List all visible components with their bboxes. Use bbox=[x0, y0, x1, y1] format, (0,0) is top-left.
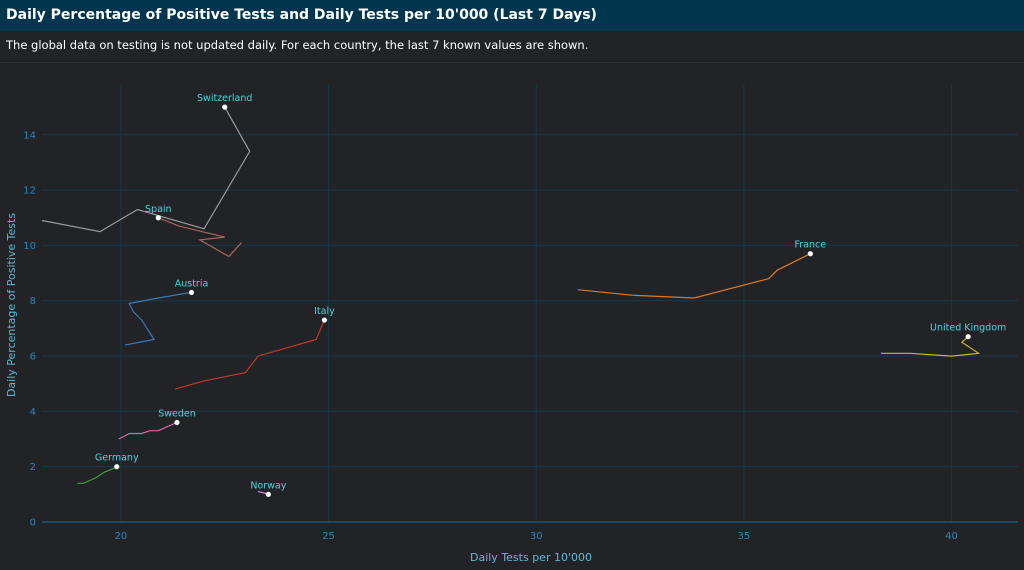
x-axis-ticks: 20 25 30 35 40 bbox=[115, 531, 958, 542]
series-labels: Switzerland Spain Austria Italy Sweden German… bbox=[95, 93, 1006, 491]
series-label: Italy bbox=[314, 306, 335, 317]
y-tick-label: 8 bbox=[30, 296, 36, 307]
chart-grid bbox=[42, 85, 1018, 523]
series-label: Norway bbox=[250, 480, 286, 491]
series-endpoint-marker[interactable] bbox=[807, 251, 813, 257]
x-tick-label: 20 bbox=[115, 531, 128, 542]
series-line-united-kingdom[interactable] bbox=[880, 336, 981, 357]
series-line-austria[interactable] bbox=[124, 291, 192, 346]
series-label: United Kingdom bbox=[930, 323, 1006, 334]
x-tick-label: 35 bbox=[738, 531, 751, 542]
series-markers bbox=[114, 104, 971, 497]
series-line-switzerland[interactable] bbox=[41, 106, 251, 233]
y-axis-ticks: 0 2 4 6 8 10 12 14 bbox=[23, 130, 36, 528]
series-endpoint-marker[interactable] bbox=[222, 104, 228, 110]
series-line-sweden[interactable] bbox=[118, 421, 178, 440]
header-divider bbox=[0, 62, 1024, 63]
series-endpoint-marker[interactable] bbox=[174, 419, 180, 426]
series-line-italy[interactable] bbox=[174, 319, 325, 390]
x-tick-label: 40 bbox=[945, 531, 958, 542]
y-tick-label: 12 bbox=[23, 186, 36, 197]
series-label: Austria bbox=[175, 278, 209, 289]
series-label: Sweden bbox=[158, 408, 196, 419]
x-axis-title: Daily Tests per 10'000 bbox=[470, 551, 592, 564]
series-label: Spain bbox=[145, 204, 172, 215]
page-title: Daily Percentage of Positive Tests and D… bbox=[6, 7, 597, 23]
page-header: Daily Percentage of Positive Tests and D… bbox=[0, 0, 1024, 31]
y-tick-label: 14 bbox=[23, 130, 36, 141]
series-endpoint-marker[interactable] bbox=[965, 334, 971, 340]
series-lines bbox=[41, 106, 981, 495]
series-label: Germany bbox=[95, 453, 139, 464]
x-tick-label: 30 bbox=[530, 531, 543, 542]
series-line-spain[interactable] bbox=[158, 217, 242, 258]
series-line-france[interactable] bbox=[577, 253, 811, 299]
series-label: Switzerland bbox=[197, 93, 252, 104]
y-tick-label: 0 bbox=[30, 518, 36, 529]
y-tick-label: 6 bbox=[30, 352, 36, 363]
series-endpoint-marker[interactable] bbox=[155, 215, 161, 221]
chart-description: The global data on testing is not update… bbox=[6, 38, 589, 52]
series-endpoint-marker[interactable] bbox=[114, 464, 120, 470]
y-axis-title: Daily Percentage of Positive Tests bbox=[5, 213, 18, 397]
series-line-germany[interactable] bbox=[77, 466, 118, 484]
y-tick-label: 4 bbox=[30, 407, 36, 418]
x-tick-label: 25 bbox=[322, 531, 335, 542]
series-label: France bbox=[795, 240, 827, 251]
series-endpoint-marker[interactable] bbox=[188, 289, 195, 296]
series-endpoint-marker[interactable] bbox=[265, 491, 271, 497]
y-tick-label: 10 bbox=[23, 241, 36, 252]
y-tick-label: 2 bbox=[30, 462, 36, 473]
series-endpoint-marker[interactable] bbox=[321, 317, 328, 323]
